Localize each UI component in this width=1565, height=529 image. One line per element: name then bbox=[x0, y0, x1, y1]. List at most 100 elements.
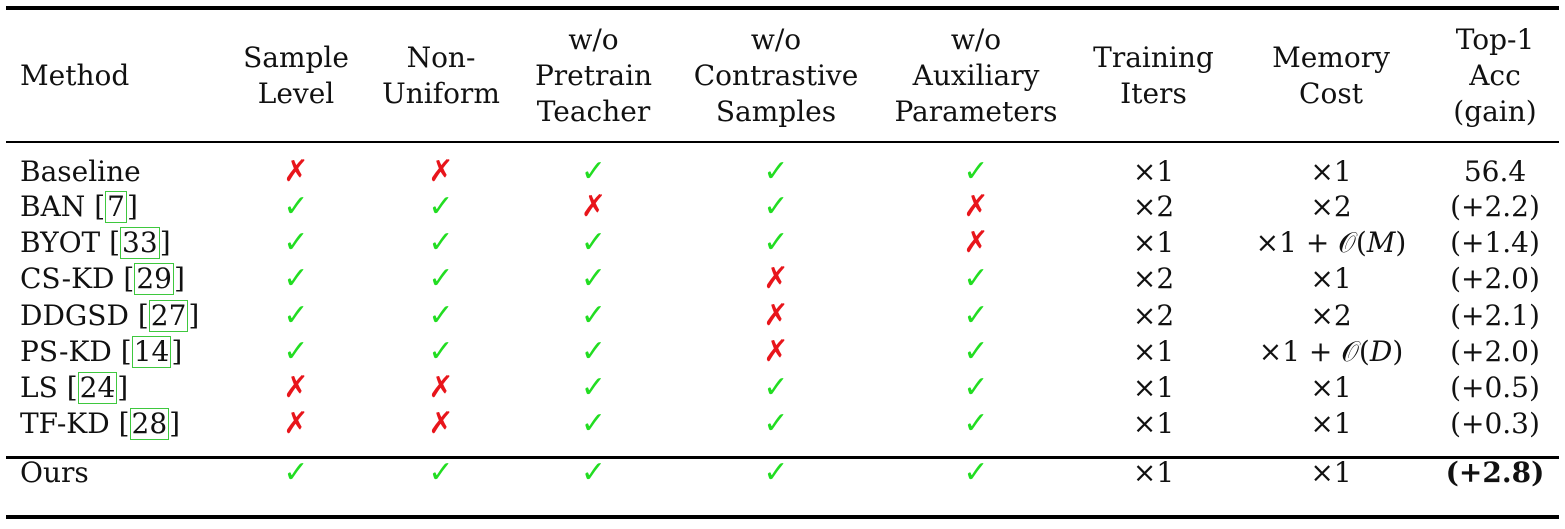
citation-ref[interactable]: 29 bbox=[134, 262, 174, 296]
flag-cell: ✓ bbox=[876, 442, 1076, 500]
check-icon: ✓ bbox=[428, 333, 454, 369]
check-icon: ✓ bbox=[580, 261, 607, 297]
check-icon: ✓ bbox=[763, 154, 789, 189]
bracket: [ bbox=[66, 371, 78, 405]
column-header-memory_cost: Memory Cost bbox=[1231, 0, 1431, 141]
cross-icon: ✗ bbox=[763, 261, 789, 297]
top1-acc-cell: (+2.8) bbox=[1445, 456, 1545, 490]
check-icon: ✓ bbox=[428, 455, 454, 491]
memory-cost-cell: ×1 + 𝒪(M) bbox=[1255, 226, 1407, 260]
memory-cost-cell: ×1 bbox=[1310, 262, 1352, 296]
column-header-wo_auxiliary_parameters: w/o Auxiliary Parameters bbox=[876, 0, 1076, 141]
column-header-line: Uniform bbox=[382, 76, 500, 110]
method-name: DDGSD bbox=[20, 298, 129, 332]
check-icon: ✓ bbox=[963, 333, 989, 369]
method-cell: BYOT [33] bbox=[6, 225, 221, 261]
flag-cell: ✗ bbox=[876, 225, 1076, 261]
flag-cell: ✓ bbox=[676, 189, 876, 225]
check-icon: ✓ bbox=[763, 370, 789, 406]
top1-acc-cell: (+2.0) bbox=[1450, 334, 1540, 368]
method-name: LS bbox=[20, 371, 58, 405]
flag-cell: ✓ bbox=[676, 370, 876, 406]
method-cell: DDGSD [27] bbox=[6, 298, 221, 334]
check-icon: ✓ bbox=[763, 189, 789, 225]
citation-ref[interactable]: 14 bbox=[131, 334, 172, 368]
column-header-non_uniform: Non- Uniform bbox=[371, 0, 511, 141]
flag-cell: ✓ bbox=[676, 406, 876, 442]
flag-cell: ✓ bbox=[511, 406, 676, 442]
cross-icon: ✗ bbox=[763, 297, 789, 333]
training-iters-cell: ×2 bbox=[1132, 262, 1175, 296]
flag-cell: ✓ bbox=[676, 141, 876, 189]
column-header-line: Samples bbox=[715, 94, 837, 128]
check-icon: ✓ bbox=[283, 333, 309, 369]
cross-icon: ✗ bbox=[963, 225, 989, 261]
training-iters-cell: ×1 bbox=[1132, 407, 1175, 441]
cross-icon: ✗ bbox=[428, 370, 454, 406]
bracket: ] bbox=[169, 407, 181, 441]
check-icon: ✓ bbox=[963, 297, 989, 333]
bracket: [ bbox=[123, 262, 135, 296]
memory-cost-cell: ×1 bbox=[1310, 456, 1352, 490]
check-icon: ✓ bbox=[283, 189, 309, 225]
citation-ref[interactable]: 33 bbox=[120, 226, 160, 260]
flag-cell: ✓ bbox=[511, 141, 676, 189]
column-header-sample_level: Sample Level bbox=[221, 0, 371, 141]
citation-ref[interactable]: 27 bbox=[148, 298, 189, 332]
check-icon: ✓ bbox=[963, 406, 989, 442]
flag-cell: ✓ bbox=[371, 261, 511, 297]
column-header-line: Iters bbox=[1120, 76, 1187, 110]
training-iters-cell: ×1 bbox=[1132, 334, 1175, 368]
check-icon: ✓ bbox=[580, 154, 607, 189]
method-cell: Baseline bbox=[6, 141, 221, 189]
method-cell: PS-KD [14] bbox=[6, 334, 221, 370]
method-cell: LS [24] bbox=[6, 370, 221, 406]
column-header-line: Non- bbox=[406, 40, 476, 74]
check-icon: ✓ bbox=[283, 455, 309, 491]
top1-acc-cell: (+2.0) bbox=[1450, 262, 1540, 296]
bracket: ] bbox=[188, 298, 200, 332]
training-iters-cell: ×1 bbox=[1132, 155, 1175, 188]
bracket: ] bbox=[117, 371, 129, 405]
flag-cell: ✓ bbox=[511, 442, 676, 500]
table-header: Method Sample Level Non- Uniform w/o Pretrain T… bbox=[6, 0, 1559, 141]
bracket: ] bbox=[126, 190, 138, 224]
check-icon: ✓ bbox=[963, 261, 989, 297]
method-name: CS-KD bbox=[20, 262, 115, 296]
method-name: PS-KD bbox=[20, 334, 112, 368]
citation-ref[interactable]: 24 bbox=[77, 371, 118, 405]
check-icon: ✓ bbox=[763, 225, 789, 261]
flag-cell: ✓ bbox=[221, 334, 371, 370]
check-icon: ✓ bbox=[963, 154, 989, 189]
check-icon: ✓ bbox=[428, 297, 454, 333]
bracket: ] bbox=[159, 226, 171, 260]
citation-ref[interactable]: 7 bbox=[105, 190, 127, 224]
cross-icon: ✗ bbox=[428, 406, 454, 442]
flag-cell: ✗ bbox=[371, 406, 511, 442]
bracket: [ bbox=[137, 298, 149, 332]
column-header-line: Memory bbox=[1272, 40, 1390, 74]
bottom-rule bbox=[6, 515, 1559, 519]
flag-cell: ✓ bbox=[221, 298, 371, 334]
check-icon: ✓ bbox=[428, 225, 454, 261]
column-header-method: Method bbox=[6, 0, 221, 141]
column-header-line: w/o bbox=[750, 22, 802, 56]
column-header-line: w/o bbox=[568, 22, 619, 56]
column-header-top1_acc: Top-1 Acc (gain) bbox=[1431, 0, 1559, 141]
table-row: BAN [7] ✓ ✓ ✗ ✓ ✗ ×2 ×2 (+2.2) bbox=[6, 189, 1559, 225]
table-row: Baseline ✗ ✗ ✓ ✓ ✓ ×1 ×1 56.4 bbox=[6, 141, 1559, 189]
check-icon: ✓ bbox=[580, 406, 607, 442]
memory-cost-cell: ×2 bbox=[1310, 190, 1352, 224]
check-icon: ✓ bbox=[283, 261, 309, 297]
column-header-line: Teacher bbox=[536, 94, 651, 128]
column-header-line: Parameters bbox=[894, 94, 1058, 128]
method-name: BAN bbox=[20, 190, 86, 224]
training-iters-cell: ×1 bbox=[1132, 456, 1175, 490]
flag-cell: ✓ bbox=[371, 298, 511, 334]
citation-ref[interactable]: 28 bbox=[129, 407, 170, 441]
cross-icon: ✗ bbox=[580, 189, 607, 225]
check-icon: ✓ bbox=[580, 370, 607, 406]
bracket: [ bbox=[109, 226, 121, 260]
flag-cell: ✗ bbox=[876, 189, 1076, 225]
top1-acc-cell: (+1.4) bbox=[1450, 226, 1540, 260]
